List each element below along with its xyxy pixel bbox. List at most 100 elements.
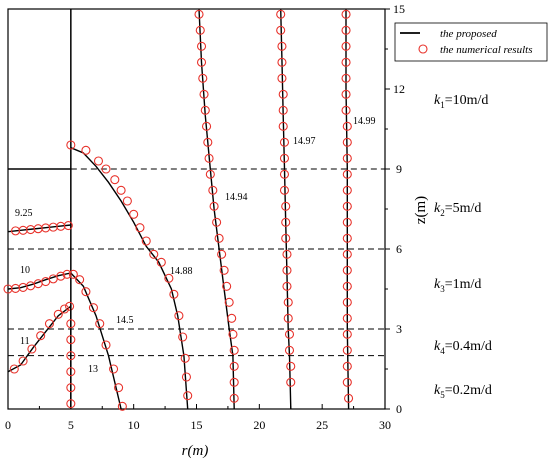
numerical-point: [60, 304, 70, 314]
permeability-label: k4=0.4m/d: [434, 339, 492, 356]
permeability-label: k1=10m/d: [434, 93, 488, 110]
numerical-point: [278, 89, 288, 99]
numerical-point: [342, 185, 352, 195]
numerical-point: [202, 121, 212, 131]
contour-label: 14.5: [116, 315, 134, 326]
numerical-point: [282, 265, 292, 275]
x-tick-label: 10: [128, 418, 140, 432]
x-tick-label: 20: [253, 418, 265, 432]
numerical-point: [219, 265, 229, 275]
numerical-point: [62, 269, 72, 279]
contour-label: 14.88: [170, 266, 193, 277]
numerical-point: [279, 137, 290, 147]
numerical-point: [228, 329, 238, 339]
numerical-point: [183, 391, 193, 401]
y-tick-label: 0: [396, 402, 402, 416]
numerical-point: [214, 233, 224, 243]
numerical-point: [284, 345, 295, 355]
contour-line-14-88: [70, 147, 189, 410]
numerical-point: [149, 249, 159, 259]
numerical-point: [279, 153, 290, 163]
plot-area: [3, 8, 390, 411]
numerical-point: [284, 329, 295, 339]
numerical-point: [56, 271, 66, 281]
numerical-point: [81, 287, 91, 297]
numerical-point: [156, 257, 166, 267]
numerical-point: [224, 297, 234, 307]
y-tick-label: 15: [393, 2, 405, 16]
x-tick-label: 15: [191, 418, 203, 432]
numerical-point: [135, 223, 145, 233]
numerical-point: [286, 377, 296, 387]
numerical-point: [342, 329, 352, 339]
permeability-label: k5=0.2m/d: [434, 383, 492, 400]
numerical-point: [341, 89, 351, 99]
legend-box: [394, 22, 548, 62]
numerical-point: [341, 57, 351, 67]
numerical-point: [181, 372, 191, 382]
numerical-point: [198, 73, 208, 83]
numerical-point: [196, 57, 207, 67]
legend-label: the proposed: [440, 28, 497, 40]
numerical-point: [277, 57, 287, 67]
numerical-point: [276, 25, 286, 35]
numerical-point: [66, 399, 76, 409]
numerical-point: [65, 301, 75, 311]
numerical-point: [278, 121, 288, 131]
numerical-point: [66, 367, 76, 377]
y-tick-label: 12: [393, 82, 405, 96]
numerical-point: [200, 105, 210, 115]
y-tick-label: 3: [396, 322, 402, 336]
numerical-point: [114, 383, 124, 393]
numerical-point: [195, 25, 205, 35]
contour-line-9-25: [7, 224, 71, 233]
numerical-point: [342, 361, 352, 371]
y-tick-label: 9: [396, 162, 402, 176]
numerical-point: [282, 281, 292, 291]
numerical-point: [194, 9, 204, 19]
numerical-point: [18, 356, 28, 366]
x-tick-label: 5: [68, 418, 74, 432]
numerical-point: [44, 319, 55, 329]
numerical-point: [341, 73, 351, 83]
numerical-point: [279, 169, 290, 179]
plot-frame: [7, 8, 386, 410]
numerical-point: [277, 73, 287, 83]
numerical-point: [342, 313, 352, 323]
legend-circle-swatch: [418, 44, 428, 54]
numerical-point: [229, 393, 239, 403]
numerical-point: [117, 401, 127, 411]
numerical-point: [342, 201, 352, 211]
numerical-point: [129, 209, 139, 219]
y-axis-label: z(m): [413, 196, 429, 224]
numerical-point: [342, 153, 352, 163]
contour-label: 11: [20, 336, 30, 347]
numerical-point: [169, 289, 179, 299]
numerical-point: [277, 41, 287, 51]
x-tick-label: 0: [5, 418, 11, 432]
numerical-point: [66, 383, 76, 393]
numerical-point: [283, 313, 293, 323]
numerical-point: [342, 217, 352, 227]
numerical-point: [286, 361, 296, 371]
numerical-point: [116, 185, 126, 195]
numerical-point: [66, 140, 76, 150]
contour-line-14-94: [198, 8, 235, 410]
x-tick-label: 30: [379, 418, 391, 432]
numerical-point: [203, 137, 213, 147]
numerical-point: [75, 275, 85, 285]
numerical-point: [180, 353, 190, 363]
numerical-point: [66, 351, 76, 361]
numerical-point: [281, 217, 291, 227]
numerical-point: [341, 25, 351, 35]
x-tick-label: 25: [316, 418, 328, 432]
numerical-point: [93, 156, 104, 166]
numerical-point: [279, 185, 290, 195]
permeability-label: k2=5m/d: [434, 201, 481, 218]
contour-label: 10: [20, 265, 30, 276]
legend-label: the numerical results: [440, 44, 532, 56]
numerical-point: [95, 319, 105, 329]
numerical-point: [164, 273, 174, 283]
numerical-point: [110, 175, 120, 185]
